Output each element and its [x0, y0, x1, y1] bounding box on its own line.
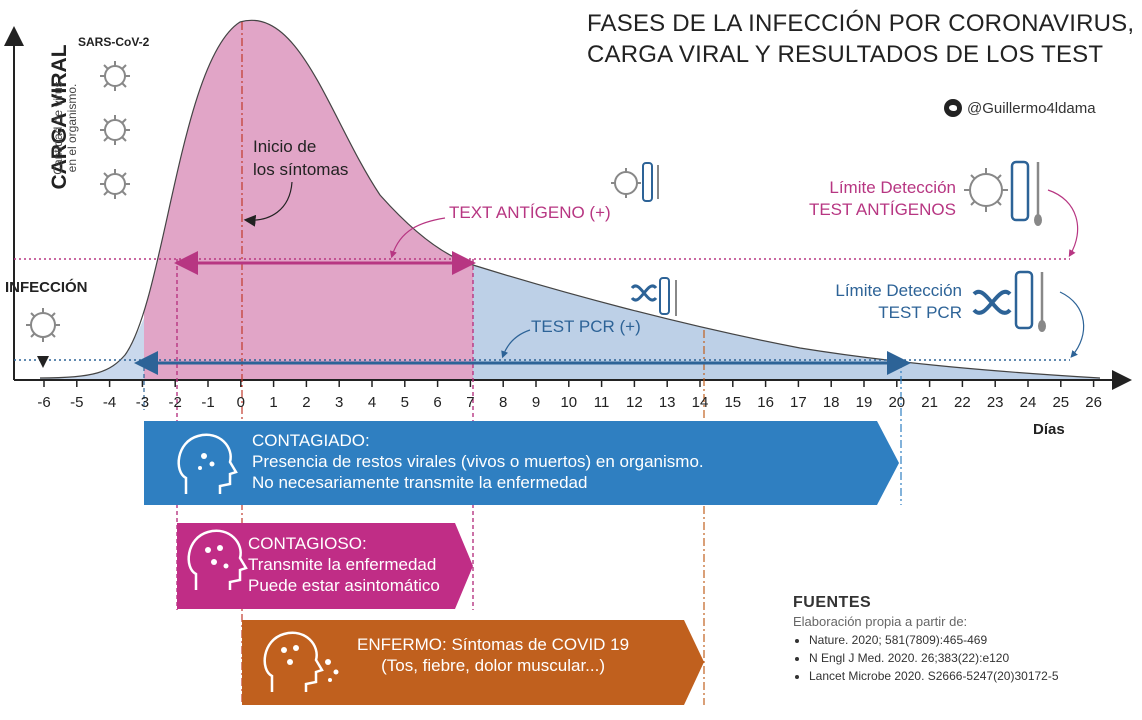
title-line-2: CARGA VIRAL Y RESULTADOS DE LOS TEST [587, 41, 1104, 68]
enfermo-text: ENFERMO: Síntomas de COVID 19 (Tos, fieb… [357, 634, 629, 676]
pcr-test-icon [630, 277, 677, 316]
source-item: N Engl J Med. 2020. 26;383(22):e120 [809, 649, 1059, 667]
sources-block: FUENTES Elaboración propia a partir de: … [793, 594, 1059, 685]
x-tick-label: 13 [658, 394, 676, 411]
x-tick-label: 24 [1019, 394, 1037, 411]
page-title: FASES DE LA INFECCIÓN POR CORONAVIRUS, C… [587, 8, 1134, 70]
sources-heading: FUENTES [793, 594, 872, 611]
x-tick-label: -4 [102, 394, 117, 411]
contagioso-line-2: Puede estar asintomático [248, 576, 440, 595]
x-axis-label: Días [1033, 421, 1065, 438]
virus-icon [100, 169, 130, 199]
source-item: Lancet Microbe 2020. S2666-5247(20)30172… [809, 667, 1059, 685]
pcr-limit-line-1: Límite Detección [835, 281, 962, 300]
pcr-pointer [501, 329, 531, 359]
antigen-limit-icon [964, 160, 1042, 226]
x-tick-label: 23 [986, 394, 1004, 411]
symptoms-pointer [243, 181, 293, 227]
x-tick-label: 19 [855, 394, 873, 411]
source-item: Nature. 2020; 581(7809):465-469 [809, 631, 1059, 649]
x-tick-label: -6 [37, 394, 51, 411]
antigen-limit-label: Límite Detección TEST ANTÍGENOS [809, 177, 956, 221]
x-tick-label: 21 [921, 394, 938, 411]
x-tick-label: 26 [1085, 394, 1102, 411]
x-tick-label: -5 [70, 394, 84, 411]
antigen-limit-line-1: Límite Detección [829, 178, 956, 197]
pcr-limit-icon [972, 270, 1046, 332]
x-tick-label: 6 [433, 394, 442, 411]
pcr-limit-label: Límite Detección TEST PCR [835, 280, 962, 324]
x-tick-label: 16 [757, 394, 774, 411]
contagioso-title: CONTAGIOSO: [248, 534, 367, 553]
sources-list: Nature. 2020; 581(7809):465-469 N Engl J… [793, 631, 1059, 685]
x-tick-label: 20 [888, 394, 906, 411]
author-handle: @Guillermo4ldama [944, 99, 1096, 117]
virus-icon [100, 61, 130, 91]
x-tick-label: 2 [302, 394, 311, 411]
x-tick-label: 9 [531, 394, 541, 411]
symptoms-onset-line-2: los síntomas [253, 160, 349, 179]
contagiado-line-1: Presencia de restos virales (vivos o mue… [252, 452, 704, 471]
symptoms-onset-line-1: Inicio de [253, 137, 317, 156]
x-tick-label: 0 [236, 394, 245, 411]
antigen-limit-line-2: TEST ANTÍGENOS [808, 200, 956, 219]
symptoms-onset-label: Inicio de los síntomas [253, 135, 348, 181]
x-tick-label: 8 [499, 394, 508, 411]
contagiado-text: CONTAGIADO: Presencia de restos virales … [252, 430, 704, 493]
x-tick-label: -1 [201, 394, 215, 411]
infection-marker-icon [37, 356, 49, 368]
x-tick-label: 12 [626, 394, 643, 411]
virus-icon [100, 115, 130, 145]
enfermo-line-2: (Tos, fiebre, dolor muscular...) [381, 656, 605, 675]
antigen-test-icon [611, 162, 659, 202]
x-tick-label: 7 [466, 394, 475, 411]
handle-text: @Guillermo4ldama [967, 99, 1096, 117]
x-tick-label: 15 [724, 394, 742, 411]
x-tick-label: 1 [269, 394, 278, 411]
contagiado-line-2: No necesariamente transmite la enfermeda… [252, 473, 588, 492]
title-line-1: FASES DE LA INFECCIÓN POR CORONAVIRUS, [587, 10, 1135, 37]
contagioso-text: CONTAGIOSO: Transmite la enfermedad Pued… [248, 533, 440, 596]
enfermo-line-1: ENFERMO: Síntomas de COVID 19 [357, 635, 630, 654]
contagiado-banner [144, 421, 899, 505]
x-tick-label: 3 [335, 394, 344, 411]
x-tick-label: 18 [822, 394, 840, 411]
x-tick-label: 10 [560, 394, 578, 411]
enfermo-banner [242, 620, 704, 705]
x-tick-label: 25 [1052, 394, 1070, 411]
x-tick-label: 17 [790, 394, 807, 411]
x-tick-label: 22 [954, 394, 971, 411]
x-tick-label: -2 [168, 394, 182, 411]
head-icon [177, 433, 238, 494]
x-tick-label: 5 [400, 394, 409, 411]
sources-subheading: Elaboración propia a partir de: [793, 614, 968, 629]
x-tick-label: 11 [593, 394, 610, 411]
x-tick-label: 4 [367, 394, 377, 411]
virus-icon [26, 308, 60, 342]
contagiado-title: CONTAGIADO: [252, 431, 370, 450]
virus-label: SARS-CoV-2 [78, 35, 150, 49]
x-tick-marks [43, 380, 1095, 387]
pcr-limit-line-2: TEST PCR [878, 303, 962, 322]
curve-area-left [40, 318, 144, 380]
coughing-head-icon [263, 631, 339, 692]
twitter-icon [944, 99, 962, 117]
curve-area-pink [144, 20, 473, 380]
antigen-pointer [389, 217, 446, 259]
antigen-limit-pointer [1047, 189, 1079, 258]
antigen-positive-label: TEXT ANTÍGENO (+) [449, 203, 611, 222]
x-tick-label: -3 [135, 394, 150, 411]
infection-label: INFECCIÓN [5, 279, 88, 296]
head-icon [187, 529, 248, 590]
x-tick-label: 14 [691, 394, 709, 411]
contagioso-line-1: Transmite la enfermedad [248, 555, 437, 574]
pcr-positive-label: TEST PCR (+) [531, 317, 641, 336]
contagioso-banner [177, 523, 473, 609]
pcr-limit-pointer [1059, 291, 1085, 358]
